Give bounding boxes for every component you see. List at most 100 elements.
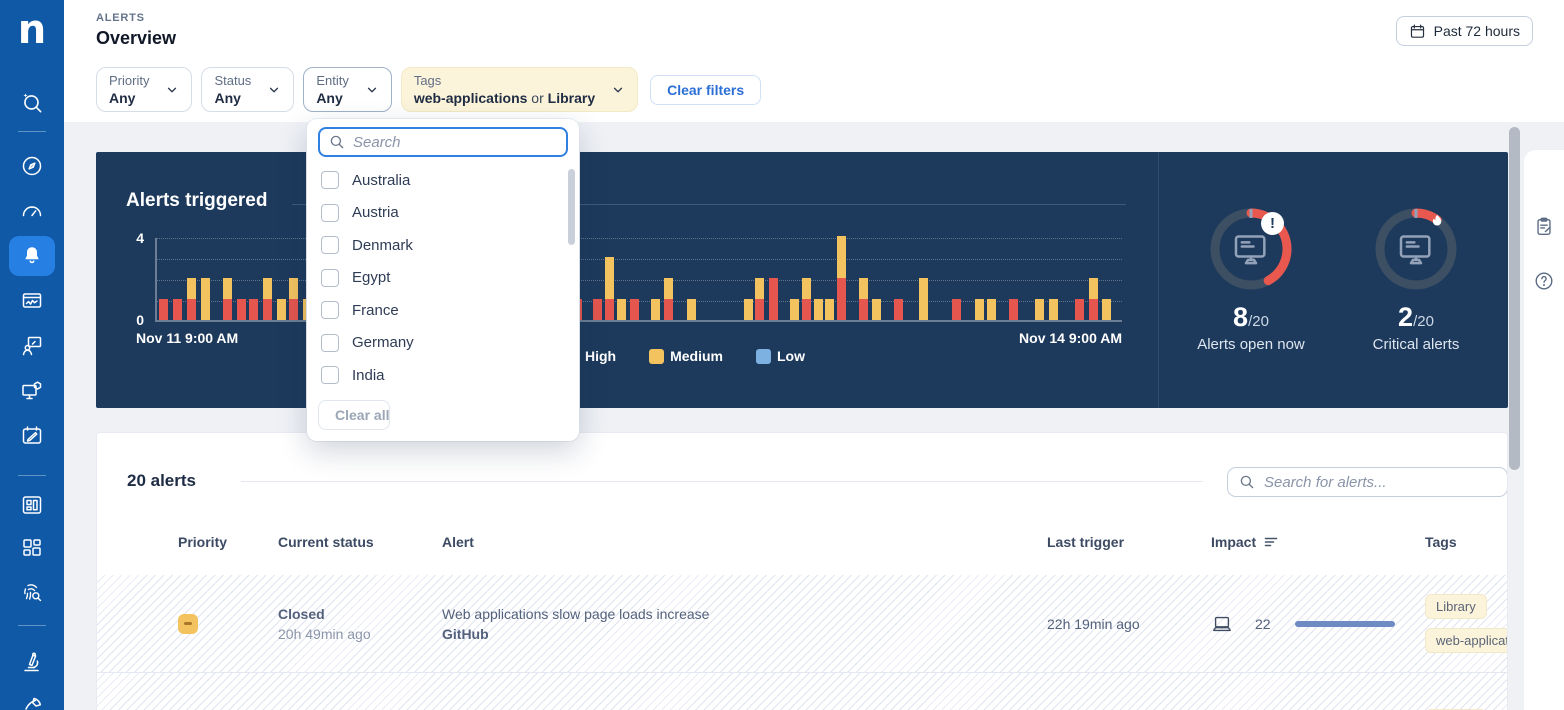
checkbox-unchecked[interactable] <box>321 333 339 352</box>
checkbox-unchecked[interactable] <box>321 203 339 222</box>
sidebar-item-ai-search[interactable] <box>0 83 64 123</box>
sidebar-item-k8s[interactable] <box>0 326 64 366</box>
stacked-bar[interactable] <box>769 278 778 320</box>
column-header-last-trigger[interactable]: Last trigger <box>1047 534 1125 550</box>
sidebar-item-integrations[interactable] <box>0 687 64 710</box>
stacked-bar[interactable] <box>201 278 210 320</box>
entity-options: Australia Austria Denmark Egypt France German… <box>318 164 568 392</box>
checkbox-unchecked[interactable] <box>321 366 339 385</box>
entity-option-label: France <box>352 301 399 319</box>
stacked-bar[interactable] <box>651 299 660 320</box>
dropdown-scrollbar[interactable] <box>568 169 575 245</box>
sort-icon[interactable] <box>1264 536 1278 548</box>
column-header-current-status[interactable]: Current status <box>278 534 374 550</box>
alert-table-row[interactable]: Library <box>97 673 1507 710</box>
stacked-bar[interactable] <box>1009 299 1018 320</box>
stacked-bar[interactable] <box>919 278 928 320</box>
stacked-bar[interactable] <box>593 299 602 320</box>
sidebar-item-dashboards[interactable] <box>0 485 64 525</box>
entity-option-australia[interactable]: Australia <box>318 164 568 197</box>
alerts-table-header: Priority Current status Alert Last trigg… <box>97 534 1507 550</box>
sidebar-item-custom-dashboards[interactable] <box>0 528 64 568</box>
netdata-logo[interactable]: n <box>0 10 64 50</box>
stacked-bar[interactable] <box>1089 278 1098 320</box>
stacked-bar[interactable] <box>159 299 168 320</box>
sidebar-item-lab[interactable] <box>0 642 64 682</box>
entity-filter[interactable]: Entity Any <box>303 67 392 112</box>
stacked-bar[interactable] <box>237 299 246 320</box>
stacked-bar[interactable] <box>987 299 996 320</box>
stacked-bar[interactable] <box>605 257 614 320</box>
sidebar-item-discover[interactable] <box>0 146 64 186</box>
impact-cell: 22 <box>1211 613 1425 635</box>
priority-filter[interactable]: Priority Any <box>96 67 193 112</box>
search-icon <box>1238 473 1256 491</box>
help-question-icon[interactable] <box>1533 270 1555 292</box>
stacked-bar[interactable] <box>837 236 846 320</box>
stacked-bar[interactable] <box>223 278 232 320</box>
stacked-bar[interactable] <box>687 299 696 320</box>
stacked-bar[interactable] <box>289 278 298 320</box>
stacked-bar[interactable] <box>859 278 868 320</box>
entity-option-austria[interactable]: Austria <box>318 197 568 230</box>
stacked-bar[interactable] <box>173 299 182 320</box>
entity-search-input[interactable] <box>318 127 568 157</box>
priority-filter-label: Priority <box>109 72 150 88</box>
column-header-alert[interactable]: Alert <box>442 534 474 550</box>
stacked-bar[interactable] <box>894 299 903 320</box>
feedback-clipboard-icon[interactable] <box>1533 216 1555 238</box>
column-header-priority[interactable]: Priority <box>178 534 228 550</box>
stacked-bar[interactable] <box>664 278 673 320</box>
stacked-bar[interactable] <box>1075 299 1084 320</box>
clear-all-button[interactable]: Clear all <box>318 399 391 430</box>
stacked-bar[interactable] <box>1049 299 1058 320</box>
entity-option-egypt[interactable]: Egypt <box>318 262 568 295</box>
stacked-bar[interactable] <box>277 299 286 320</box>
stacked-bar[interactable] <box>802 278 811 320</box>
column-header-tags[interactable]: Tags <box>1425 534 1457 550</box>
checkbox-unchecked[interactable] <box>321 301 339 320</box>
entity-option-france[interactable]: France <box>318 294 568 327</box>
alerts-chart-plot[interactable] <box>155 236 1122 322</box>
sidebar-item-dashboard[interactable] <box>0 191 64 231</box>
tags-filter[interactable]: Tags web-applications or Library <box>400 67 639 112</box>
sidebar-item-infrastructure[interactable] <box>0 371 64 411</box>
stacked-bar[interactable] <box>187 278 196 320</box>
stacked-bar[interactable] <box>814 299 823 320</box>
sidebar-item-events[interactable] <box>0 416 64 456</box>
stacked-bar[interactable] <box>975 299 984 320</box>
legend-item-low[interactable]: Low <box>756 348 805 364</box>
checkbox-unchecked[interactable] <box>321 268 339 287</box>
stacked-bar[interactable] <box>249 299 258 320</box>
status-filter[interactable]: Status Any <box>201 67 295 112</box>
stacked-bar[interactable] <box>872 299 881 320</box>
tag-library[interactable]: Library <box>1425 594 1487 619</box>
sidebar-item-alerts[interactable] <box>0 236 64 276</box>
sidebar-item-charts[interactable] <box>0 281 64 321</box>
legend-item-medium[interactable]: Medium <box>649 348 723 364</box>
column-header-impact[interactable]: Impact <box>1211 534 1425 550</box>
entity-option-germany[interactable]: Germany <box>318 327 568 360</box>
bar-medium-segment <box>1049 299 1058 320</box>
stacked-bar[interactable] <box>755 278 764 320</box>
alerts-search-input[interactable] <box>1227 467 1507 497</box>
stacked-bar[interactable] <box>263 278 272 320</box>
stacked-bar[interactable] <box>1102 299 1111 320</box>
checkbox-unchecked[interactable] <box>321 236 339 255</box>
clear-filters-button[interactable]: Clear filters <box>650 74 762 105</box>
checkbox-unchecked[interactable] <box>321 171 339 190</box>
stacked-bar[interactable] <box>617 299 626 320</box>
stacked-bar[interactable] <box>630 299 639 320</box>
tag-web-applications[interactable]: web-applications <box>1425 628 1507 653</box>
time-range-button[interactable]: Past 72 hours <box>1395 16 1533 46</box>
page-scrollbar[interactable] <box>1509 127 1520 470</box>
stacked-bar[interactable] <box>825 299 834 320</box>
entity-option-denmark[interactable]: Denmark <box>318 229 568 262</box>
stacked-bar[interactable] <box>952 299 961 320</box>
stacked-bar[interactable] <box>790 299 799 320</box>
stacked-bar[interactable] <box>1035 299 1044 320</box>
alert-table-row[interactable]: Closed 20h 49min ago Web applications slow… <box>97 575 1507 673</box>
sidebar-item-anomalies[interactable] <box>0 572 64 612</box>
entity-option-india[interactable]: India <box>318 359 568 392</box>
stacked-bar[interactable] <box>744 299 753 320</box>
